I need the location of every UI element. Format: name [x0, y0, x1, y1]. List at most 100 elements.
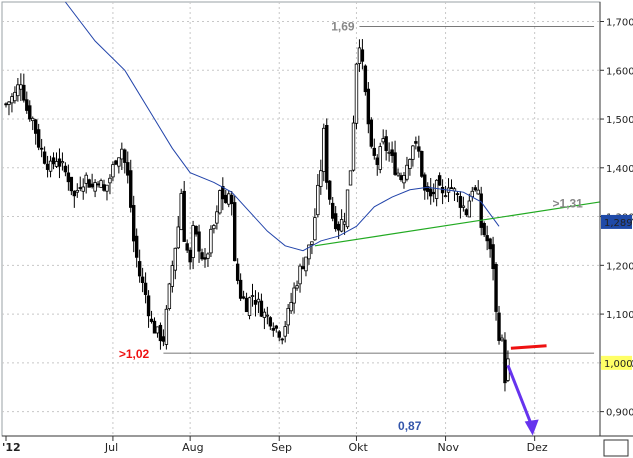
y-tick-label: 1,600: [606, 66, 633, 77]
candle-body: [227, 193, 231, 205]
candle-body: [348, 170, 353, 186]
y-tick-label: 1,100: [606, 310, 633, 321]
candle-body: [289, 302, 293, 312]
candle-body: [191, 225, 195, 258]
candle-body: [132, 205, 136, 242]
candle-body: [161, 336, 166, 342]
arrow-shaft: [506, 364, 534, 427]
candle-body: [375, 157, 379, 165]
candle-body: [408, 159, 412, 169]
candle-body: [455, 193, 460, 196]
candle-body: [491, 244, 495, 270]
candle-body: [283, 326, 287, 337]
trendline: [314, 201, 601, 247]
resistance-segment: [510, 344, 547, 350]
candle-body: [45, 163, 50, 170]
candle-body: [310, 241, 314, 245]
candle-body: [66, 172, 71, 183]
candle-body: [90, 183, 94, 188]
candle-body: [256, 298, 261, 303]
candle-body: [96, 183, 100, 186]
annotation-label: >1,31: [552, 197, 583, 211]
x-tick-label: Jul: [104, 441, 118, 454]
candle-body: [500, 337, 504, 341]
x-tick-label: Aug: [182, 441, 203, 454]
candle-body: [215, 211, 219, 224]
candle-body: [399, 175, 403, 180]
y-tick-label: 1,400: [606, 164, 633, 175]
current-price-label: 1,289: [604, 218, 633, 229]
annotation-label: >1,02: [119, 347, 150, 361]
candle-body: [316, 184, 320, 216]
candle-body: [42, 151, 47, 164]
candle-body: [16, 84, 20, 97]
candle-body: [420, 150, 424, 177]
moving-average: [65, 1, 500, 252]
candle-body: [366, 88, 371, 125]
candle-body: [10, 96, 14, 104]
candle-body: [19, 84, 23, 90]
candle-body: [31, 117, 35, 122]
candle-body: [440, 186, 445, 194]
candle-body: [149, 318, 154, 322]
candle-body: [494, 264, 498, 312]
candle-body: [39, 147, 44, 150]
x-tick-label: '12: [2, 441, 21, 454]
candles: [4, 39, 510, 392]
annotation-label: 1,69: [331, 19, 355, 33]
candle-body: [360, 49, 365, 62]
candle-body: [345, 189, 350, 228]
candle-body: [173, 247, 177, 271]
candle-body: [93, 182, 97, 192]
y-tick-label: 0,900: [606, 408, 633, 419]
candle-body: [322, 127, 326, 172]
candle-body: [244, 297, 249, 313]
overlays: [314, 201, 601, 436]
candle-body: [238, 279, 243, 299]
candle-body: [402, 174, 406, 184]
arrow-head: [524, 419, 539, 436]
candle-body: [434, 179, 439, 199]
candle-body: [69, 176, 74, 192]
candle-body: [140, 276, 145, 284]
candle-body: [431, 191, 436, 195]
candle-body: [372, 147, 376, 156]
candle-body: [134, 235, 139, 258]
candle-body: [330, 202, 335, 219]
candle-body: [221, 186, 225, 200]
candle-body: [108, 177, 112, 184]
candle-body: [48, 160, 53, 172]
candle-body: [298, 265, 302, 285]
candle-body: [437, 175, 442, 186]
candle-body: [429, 188, 433, 197]
candle-body: [351, 122, 356, 171]
candle-body: [304, 256, 308, 272]
candle-body: [4, 103, 8, 106]
x-tick-label: Okt: [348, 441, 368, 454]
candle-body: [170, 265, 175, 287]
candle-body: [265, 314, 270, 317]
candle-body: [271, 328, 275, 331]
candle-body: [206, 253, 210, 259]
candle-body: [268, 317, 273, 327]
candle-body: [129, 170, 133, 208]
candle-body: [393, 152, 397, 175]
candle-body: [224, 194, 228, 204]
candle-body: [295, 285, 299, 289]
x-tick-label: Dez: [527, 441, 548, 454]
candle-body: [286, 307, 290, 326]
annotation-label: 0,87: [398, 419, 422, 433]
candle-body: [117, 157, 121, 167]
candle-body: [120, 148, 124, 160]
candle-body: [253, 300, 258, 305]
candle-body: [464, 209, 469, 216]
candle-body: [378, 146, 382, 170]
candle-body: [390, 149, 394, 156]
candle-body: [458, 196, 463, 208]
candle-body: [188, 249, 192, 263]
candle-body: [60, 161, 65, 164]
candle-body: [328, 180, 332, 200]
candle-body: [123, 149, 127, 163]
candle-body: [396, 172, 400, 176]
